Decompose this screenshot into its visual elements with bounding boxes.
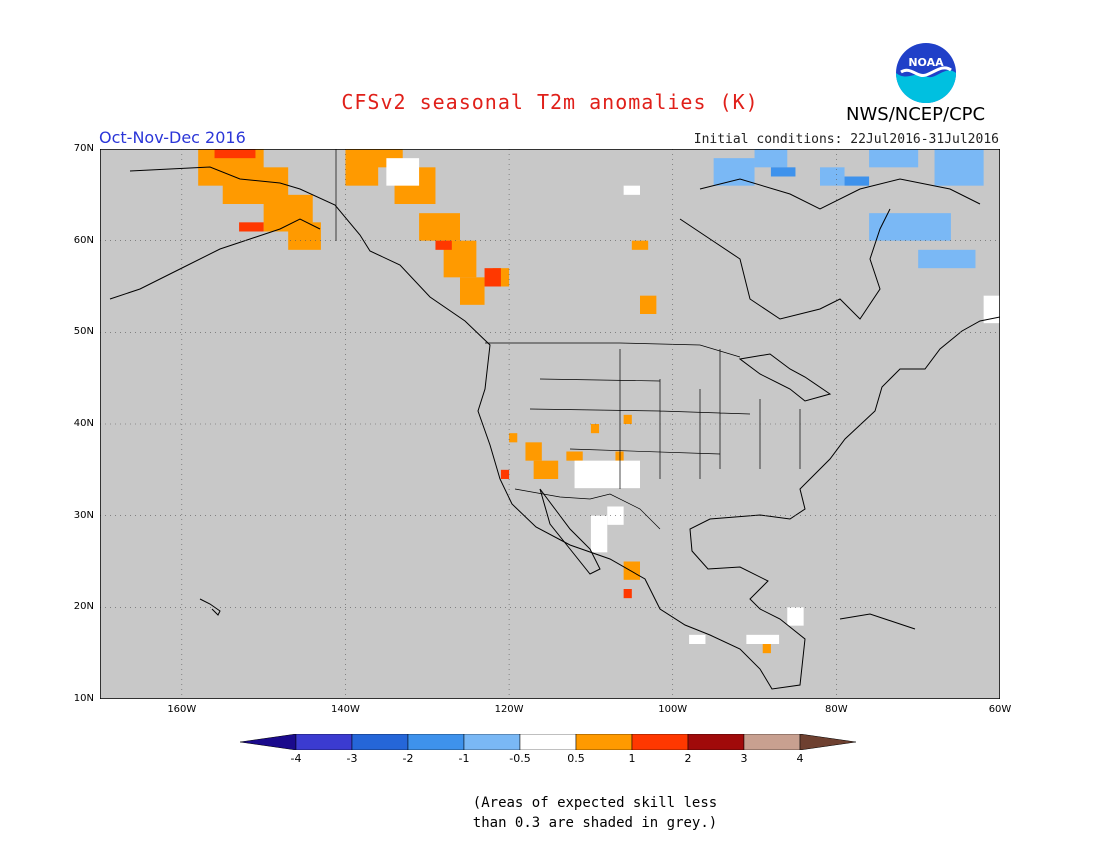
anomaly-cell [869,213,951,241]
hawaii-islands [199,598,221,616]
colorbar-tick-label: 4 [796,752,804,765]
colorbar-swatch [295,734,353,750]
anomaly-cells-layer [198,149,1000,654]
longitude-tick-label: 140W [330,704,360,715]
anomaly-cell [484,268,501,287]
anomaly-map [100,149,1000,699]
anomaly-cell [623,561,640,580]
anomaly-cell [566,451,583,461]
colorbar-boxes [240,734,857,750]
anomaly-cell [419,213,460,241]
anomaly-cell [460,277,485,305]
latitude-tick-label: 60N [73,234,94,246]
anomaly-cell [509,433,518,443]
latitude-tick-label: 70N [73,143,94,154]
anomaly-cell [918,249,976,269]
colorbar-tick-label: -4 [290,752,302,765]
latitude-tick-label: 40N [73,418,94,429]
anomaly-cell [934,149,984,186]
colorbar-tick-label: 3 [740,752,748,765]
footnote: (Areas of expected skill less than 0.3 a… [0,793,1100,833]
anomaly-cell [640,295,657,314]
cuba-island [839,613,916,630]
footnote-line-1: (Areas of expected skill less [472,795,718,811]
noaa-logo: NOAA [896,43,956,103]
colorbar-swatch [575,734,633,750]
latitude-tick-label: 50N [73,326,94,338]
colorbar-swatch [519,734,577,750]
anomaly-cell [820,167,845,186]
anomaly-cell [500,469,510,479]
agency-label: NWS/NCEP/CPC [846,104,986,125]
anomaly-cell [844,176,870,186]
longitude-tick-label: 80W [825,704,848,715]
us-mexico-border [514,488,661,530]
colorbar-swatch [240,734,297,750]
initial-conditions-label: Initial conditions: 22Jul2016-31Jul2016 [693,132,999,147]
anomaly-cell [623,589,632,599]
anomaly-cell [214,149,256,159]
graticule-layer [100,149,1000,699]
borders-layer [335,149,801,530]
arctic-islands [699,178,981,210]
anomaly-cell [754,149,788,168]
longitude-tick-label: 60W [988,704,1012,715]
chart-title: CFSv2 seasonal T2m anomalies (K) [341,90,759,114]
colorbar-swatch [743,734,801,750]
colorbar-tick-label: -1 [458,752,470,765]
colorbar-swatch [631,734,689,750]
anomaly-cell [787,607,804,626]
great-lakes-outline [738,353,832,402]
colorbar-tick-label: -0.5 [509,752,531,765]
noaa-logo-text: NOAA [908,56,944,69]
anomaly-cell [623,414,632,424]
hudson-bay-coastline [679,208,891,320]
latitude-tick-label: 10N [73,693,94,704]
anomaly-cell [983,295,1000,324]
colorbar-swatch [351,734,409,750]
north-america-coastline [129,166,1000,690]
anomaly-cell [631,240,649,250]
anomaly-cell [533,460,559,479]
colorbar-tick-label: 2 [684,752,692,765]
colorbar-swatch [463,734,521,750]
latitude-tick-label: 30N [73,509,94,521]
colorbar-swatch [799,734,857,750]
anomaly-cell [590,424,600,434]
anomaly-cell [574,460,640,489]
colorbar-tick-label: -3 [346,752,358,765]
anomaly-cell [762,644,771,654]
anomaly-cell [770,167,796,177]
colorbar-tick-label: 0.5 [567,752,585,765]
anomaly-cell [435,240,452,250]
anomaly-cell [689,634,706,644]
anomaly-cell [239,222,264,232]
longitude-tick-label: 120W [494,704,524,715]
state-lines [529,349,801,489]
anomaly-cell [525,442,542,461]
longitude-tick-label: 160W [167,704,197,715]
colorbar-tick-label: 1 [628,752,636,765]
colorbar-swatch [407,734,465,750]
anomaly-cell [386,158,420,186]
anomaly-cell [590,515,608,553]
anomaly-cell [623,185,640,195]
colorbar-tick-label: -2 [402,752,414,765]
anomaly-cell [615,451,624,461]
footnote-line-2: than 0.3 are shaded in grey.) [472,815,718,831]
anomaly-cell [869,149,919,168]
latitude-tick-label: 20N [73,601,94,613]
colorbar-swatch [687,734,745,750]
anomaly-cell [746,634,780,644]
season-label: Oct-Nov-Dec 2016 [99,128,246,147]
alaska-coastline [109,218,321,300]
longitude-tick-label: 100W [658,704,688,715]
colorbar [240,734,857,750]
